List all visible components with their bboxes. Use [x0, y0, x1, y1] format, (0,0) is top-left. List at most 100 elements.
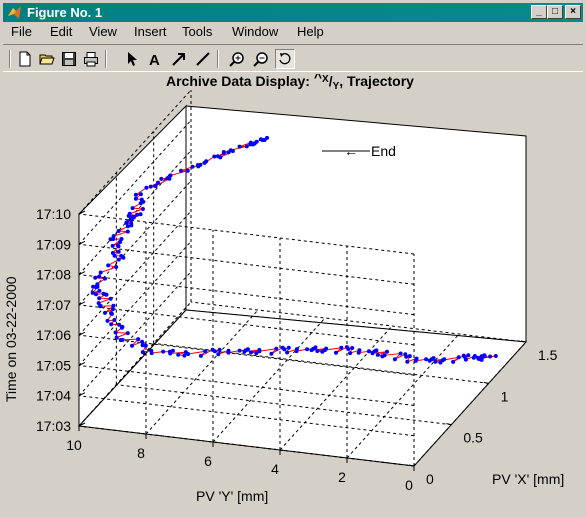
trajectory-point [415, 357, 419, 361]
trajectory-point [466, 353, 470, 357]
close-button[interactable]: × [565, 5, 581, 19]
trajectory-point [462, 354, 466, 358]
menu-insert[interactable]: Insert [134, 24, 167, 39]
x-tick-label: 0 [426, 471, 434, 487]
chart-title-suffix: , Trajectory [339, 74, 414, 89]
trajectory-point [126, 230, 130, 234]
trajectory-point [97, 296, 101, 300]
trajectory-point [403, 352, 407, 356]
print-button[interactable] [81, 49, 101, 69]
figure-canvas[interactable]: ← End Archive Data Display: ^X/Y, Trajec… [0, 74, 586, 517]
trajectory-point [136, 337, 140, 341]
minimize-button[interactable]: _ [531, 5, 547, 19]
trajectory-point [125, 220, 129, 224]
z-tick-label: 17:03 [36, 418, 71, 434]
trajectory-point [91, 285, 95, 289]
trajectory-point [114, 331, 118, 335]
new-file-icon [17, 51, 33, 67]
trajectory-point [249, 350, 253, 354]
trajectory-point [287, 346, 291, 350]
trajectory-point [405, 360, 409, 364]
text-tool-glyph: A [149, 52, 160, 67]
maximize-button[interactable]: □ [547, 5, 563, 19]
y-tick-label: 10 [66, 437, 82, 453]
trajectory-point [99, 271, 103, 275]
y-tick-label: 2 [338, 469, 346, 485]
trajectory-point [179, 169, 183, 173]
menu-window[interactable]: Window [232, 24, 278, 39]
menu-tools[interactable]: Tools [182, 24, 212, 39]
trajectory-point [131, 206, 135, 210]
trajectory-point [95, 282, 99, 286]
title-bar[interactable]: Figure No. 1 _ □ × [3, 3, 583, 22]
trajectory-point [109, 311, 113, 315]
axes-walls [79, 106, 526, 466]
toolbar: A [3, 44, 583, 72]
trajectory-point [191, 165, 195, 169]
trajectory-point [176, 353, 180, 357]
menu-file[interactable]: File [11, 24, 32, 39]
zoom-in-icon [229, 51, 245, 67]
trajectory-point [140, 198, 144, 202]
trajectory-point [134, 193, 138, 197]
trajectory-point [451, 360, 455, 364]
insert-line-button[interactable] [193, 49, 213, 69]
trajectory-point [274, 347, 278, 351]
zoom-in-button[interactable] [227, 49, 247, 69]
x-tick-label: 1.5 [538, 347, 558, 363]
trajectory-point [111, 304, 115, 308]
menu-edit[interactable]: Edit [50, 24, 72, 39]
trajectory-point [345, 345, 349, 349]
open-file-button[interactable] [37, 49, 57, 69]
trajectory-point [159, 177, 163, 181]
end-annotation-arrow: ← [344, 143, 358, 159]
select-tool-button[interactable] [121, 49, 141, 69]
trajectory-point [269, 352, 273, 356]
insert-arrow-icon [171, 51, 187, 67]
save-button[interactable] [59, 49, 79, 69]
trajectory-point [111, 251, 115, 255]
new-file-button[interactable] [15, 49, 35, 69]
insert-arrow-button[interactable] [169, 49, 189, 69]
z-tick-label: 17:09 [36, 236, 71, 252]
trajectory-point [263, 138, 267, 142]
trajectory-point [229, 148, 233, 152]
trajectory-point [130, 344, 134, 348]
insert-text-button[interactable]: A [145, 49, 165, 69]
trajectory-point [165, 176, 169, 180]
z-tick-label: 17:08 [36, 267, 71, 283]
insert-text-icon: A [147, 51, 163, 67]
trajectory-point [93, 276, 97, 280]
trajectory-point [141, 343, 145, 347]
chart-title-glyph: ^ [314, 74, 322, 85]
menu-view[interactable]: View [89, 24, 117, 39]
trajectory-point [140, 340, 144, 344]
trajectory-point [305, 347, 309, 351]
menu-help[interactable]: Help [297, 24, 324, 39]
trajectory-point [141, 207, 145, 211]
trajectory-point [212, 155, 216, 159]
trajectory-point [112, 318, 116, 322]
trajectory-point [433, 360, 437, 364]
trajectory-point [156, 181, 160, 185]
trajectory-point [111, 307, 115, 311]
window-title: Figure No. 1 [27, 5, 102, 20]
y-tick-label: 4 [271, 461, 279, 477]
trajectory-point [97, 301, 101, 305]
trajectory-point [373, 349, 377, 353]
z-tick-label: 17:04 [36, 388, 71, 404]
trajectory-point [348, 351, 352, 355]
zoom-out-icon [253, 51, 269, 67]
trajectory-point [109, 297, 113, 301]
trajectory-point [255, 140, 259, 144]
trajectory-point [120, 325, 124, 329]
trajectory-point [154, 184, 158, 188]
trajectory-point [129, 221, 133, 225]
trajectory-point [149, 185, 153, 189]
trajectory-point [494, 354, 498, 358]
trajectory-point [114, 265, 118, 269]
trajectory-point [106, 263, 110, 267]
zoom-out-button[interactable] [251, 49, 271, 69]
rotate-3d-button[interactable] [275, 49, 295, 69]
trajectory-point [203, 349, 207, 353]
